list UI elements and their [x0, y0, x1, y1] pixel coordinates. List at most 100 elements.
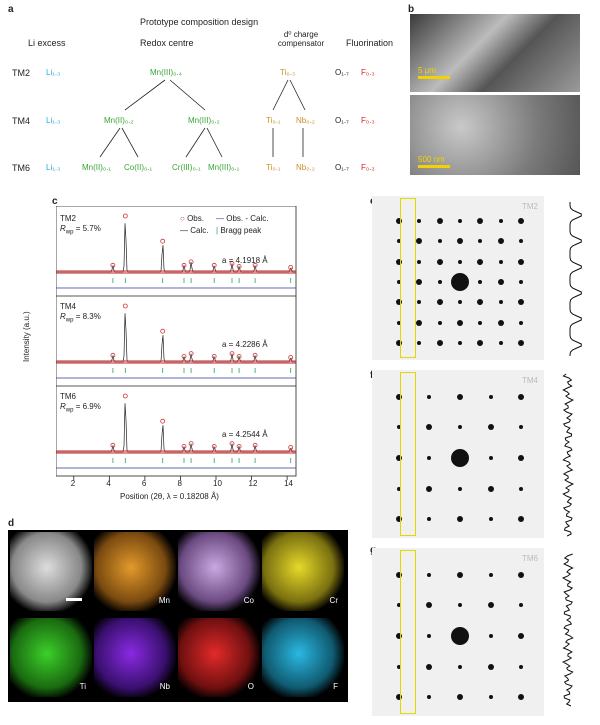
redox-tm2: Mn(III)₀.₄	[150, 68, 182, 77]
diffraction-spot	[457, 319, 463, 326]
obs-point	[181, 353, 187, 359]
legend-calc: — Calc.	[180, 226, 209, 235]
x-tick-label: 4	[106, 479, 111, 488]
o-tm2: O₁.₇	[335, 68, 349, 77]
diffraction-spot	[488, 456, 493, 460]
profile-region	[400, 198, 416, 358]
diffraction-spot	[395, 393, 402, 400]
panel-label-d: d	[8, 518, 15, 529]
diffraction-spot	[395, 633, 402, 639]
diffraction-spot	[437, 280, 442, 284]
obs-point	[211, 353, 217, 359]
diffraction-spot	[458, 425, 462, 430]
diffraction-spot	[518, 258, 525, 265]
d0-tm6-1: Ti₀.₁	[266, 163, 281, 172]
diffraction-spot	[436, 258, 443, 265]
map-mn: Mn	[94, 532, 176, 611]
map-label-nb: Nb	[159, 682, 170, 691]
diffraction-spot	[497, 319, 504, 326]
obs-point	[236, 443, 242, 449]
obs-point	[160, 328, 166, 334]
diffraction-spot	[457, 516, 463, 523]
diffraction-spot	[395, 455, 402, 461]
diffraction-spot	[396, 239, 401, 244]
xrd-frame	[56, 206, 297, 477]
diffraction-spot	[395, 571, 402, 578]
map-nb: Nb	[94, 618, 176, 697]
obs-point	[288, 265, 294, 270]
diffraction-spot	[395, 258, 402, 265]
diffraction-spot	[458, 218, 462, 223]
diffraction-spot	[518, 571, 525, 578]
diff-label-f: TM4	[522, 376, 538, 385]
diffraction-spot	[488, 572, 493, 577]
diffraction-spot	[458, 664, 462, 669]
diffraction-spot	[488, 695, 493, 700]
li-tm2: Li₁.₃	[46, 68, 61, 77]
scale-bar-top	[418, 76, 450, 79]
legend-obs: ○ Obs.	[180, 214, 204, 223]
header-li-excess: Li excess	[28, 38, 66, 48]
map-label-f: F	[333, 682, 338, 691]
f-tm6: F₀.₃	[361, 163, 375, 172]
diffraction-spot	[518, 455, 525, 461]
header-d0: d⁰ charge compensator	[277, 30, 325, 48]
diffraction-spot	[478, 320, 483, 325]
row-name-tm6: TM6	[12, 163, 30, 173]
diffraction-spot	[427, 456, 432, 460]
diffraction-spot	[518, 217, 525, 224]
diffraction-spot	[427, 394, 432, 399]
f-tm4: F₀.₃	[361, 116, 375, 125]
d0-tm2: Ti₀.₃	[280, 68, 296, 77]
diffraction-spot	[395, 340, 402, 347]
map-cr: Cr	[262, 532, 344, 611]
diffraction-spot	[477, 217, 484, 224]
diffraction-spot	[416, 238, 423, 245]
diffraction-spot	[427, 695, 432, 700]
eds-scale-bar	[66, 598, 82, 601]
diffraction-spot	[487, 485, 494, 492]
haadf-image	[10, 532, 92, 611]
redox-tm6-3: Cr(III)₀.₁	[172, 163, 201, 172]
diffraction-spot	[518, 393, 525, 400]
xrd-a-tm2: a = 4.1918 Å	[222, 256, 268, 265]
map-label-co: Co	[243, 596, 254, 605]
diffraction-spot	[437, 239, 442, 244]
obs-point	[288, 445, 294, 450]
diffraction-spot	[427, 572, 432, 577]
obs-point	[288, 355, 294, 360]
li-tm4: Li₁.₃	[46, 116, 61, 125]
composition-arrows	[99, 79, 306, 158]
diffraction-spot	[426, 602, 433, 609]
x-tick-label: 6	[141, 479, 147, 488]
diffraction-spot	[488, 394, 493, 399]
diffraction-spot	[477, 299, 484, 306]
diffraction-spot	[458, 486, 462, 491]
eds-maps: Mn Co Cr Ti Nb O F	[8, 530, 348, 702]
obs-point	[236, 353, 242, 359]
sem-image-top: 5 μm	[410, 14, 580, 92]
diffraction-spot	[396, 664, 401, 669]
profile-region	[400, 550, 416, 714]
li-tm6: Li₁.₃	[46, 163, 61, 172]
map-label-ti: Ti	[79, 682, 86, 691]
intensity-profile	[569, 202, 582, 357]
diffraction-spot	[478, 239, 483, 244]
obs-point	[236, 264, 242, 269]
obs-point	[110, 352, 116, 358]
map-f: F	[262, 618, 344, 697]
diffraction-spot	[487, 424, 494, 431]
diffraction-spot	[478, 280, 483, 284]
diffraction-spot	[426, 663, 433, 670]
diffraction-spot	[395, 299, 402, 306]
xrd-a-tm4: a = 4.2286 Å	[222, 340, 268, 349]
diffraction-spot	[396, 486, 401, 491]
diffraction-spot	[396, 280, 401, 284]
legend-bragg: | Bragg peak	[216, 226, 262, 235]
diff-label-g: TM6	[522, 554, 538, 563]
map-co: Co	[178, 532, 260, 611]
obs-point	[252, 352, 258, 358]
diffraction-spot	[417, 218, 422, 223]
diffraction-spot	[437, 320, 442, 325]
obs-band-tm4	[56, 360, 296, 364]
